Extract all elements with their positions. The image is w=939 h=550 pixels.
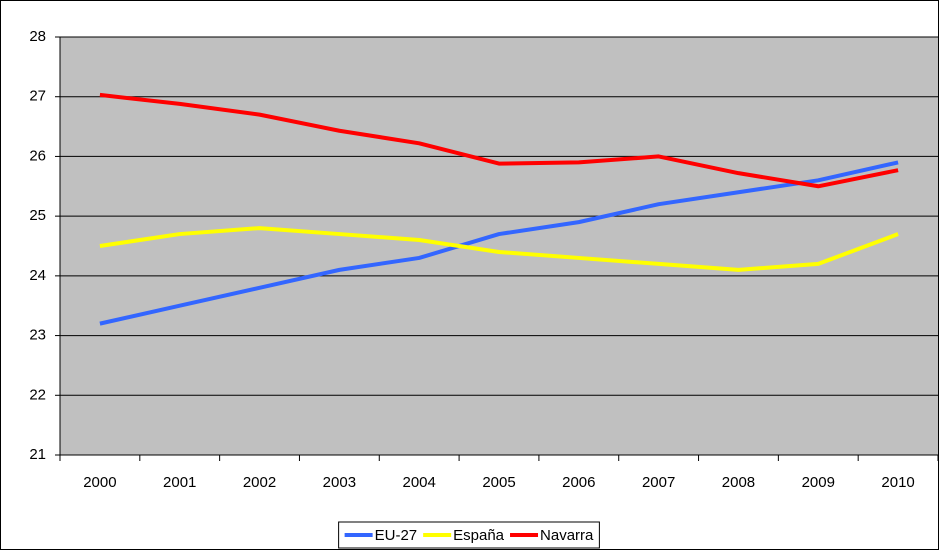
x-tick-label: 2000 [83, 474, 116, 491]
x-tick-label: 2009 [802, 474, 835, 491]
x-tick-label: 2002 [243, 474, 276, 491]
plot-area [60, 37, 938, 455]
x-tick-label: 2008 [722, 474, 755, 491]
x-tick-label: 2001 [163, 474, 196, 491]
y-tick-label: 27 [29, 88, 46, 105]
data-line [99, 160, 899, 326]
y-tick-label: 22 [29, 386, 46, 403]
data-line [99, 92, 899, 189]
data-line [99, 226, 899, 272]
legend-label: España [453, 527, 505, 544]
x-tick-label: 2006 [562, 474, 595, 491]
legend-label: EU-27 [375, 527, 418, 544]
legend-item: España [423, 527, 505, 544]
y-tick-label: 26 [29, 147, 46, 164]
x-tick-label: 2007 [642, 474, 675, 491]
y-tick-label: 24 [29, 267, 46, 284]
y-tick-label: 28 [29, 28, 46, 45]
x-tick-label: 2004 [402, 474, 435, 491]
legend-item: Navarra [510, 527, 594, 544]
x-tick-label: 2010 [881, 474, 914, 491]
y-tick-label: 21 [29, 446, 46, 463]
legend-box [338, 521, 600, 549]
legend-item: EU-27 [344, 527, 418, 544]
y-tick-label: 25 [29, 207, 46, 224]
x-tick-label: 2003 [323, 474, 356, 491]
legend: EU-27 España Navarra [338, 521, 600, 549]
y-tick-label: 23 [29, 327, 46, 344]
x-tick-label: 2005 [482, 474, 515, 491]
legend-label: Navarra [540, 527, 594, 544]
